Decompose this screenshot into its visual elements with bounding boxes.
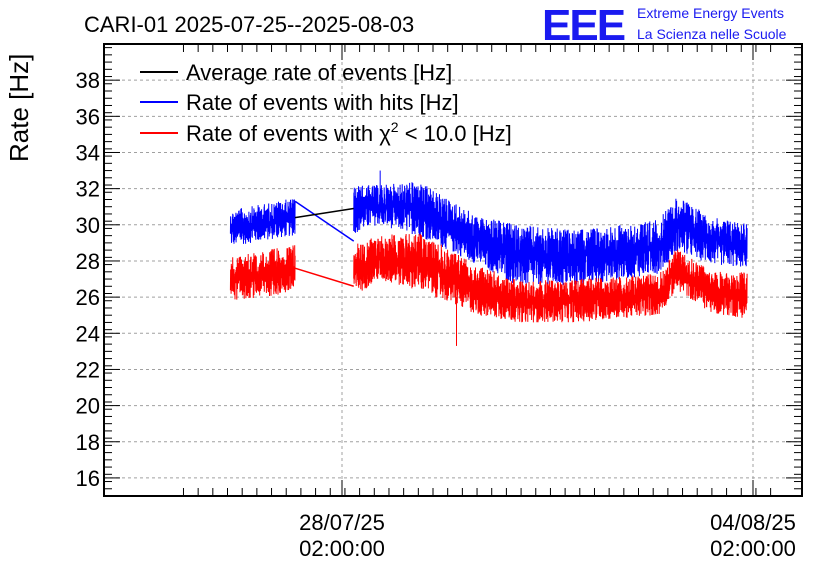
plot-frame [103,43,803,497]
y-tick-label: 38 [76,68,100,93]
y-tick-label: 30 [76,213,100,238]
x-tick-date: 28/07/25 [299,510,385,535]
y-tick-label: 28 [76,249,100,274]
chart-title: CARI-01 2025-07-25--2025-08-03 [84,12,414,37]
y-tick-label: 24 [76,321,100,346]
series-hits-gap-connector [294,200,355,242]
eee-logo-line2: La Scienza nelle Scuole [637,26,787,42]
x-tick-time: 02:00:00 [710,536,796,561]
series-average-line [294,207,354,219]
legend-chi2-prefix: Rate of events with [186,121,373,146]
y-tick-label: 16 [76,466,100,491]
y-axis: 16 18 20 22 24 26 28 30 32 34 36 38 [76,47,802,497]
data-layer [229,170,748,346]
eee-logo-line1: Extreme Energy Events [637,5,784,21]
y-tick-label: 18 [76,430,100,455]
y-tick-label: 36 [76,104,100,129]
series-chi2-gap-connector [294,267,354,287]
x-tick-time: 02:00:00 [299,536,385,561]
y-tick-label: 32 [76,177,100,202]
legend-label-hits: Rate of events with hits [Hz] [186,90,459,115]
y-tick-label: 34 [76,140,100,165]
y-tick-label: 20 [76,394,100,419]
series-chi2-segment [229,245,296,300]
series-hits [229,170,748,287]
legend-chi2-symbol: χ [379,121,391,146]
eee-logo: EEE Extreme Energy Events La Scienza nel… [542,1,787,50]
legend-chi2-sup: 2 [391,119,399,135]
y-tick-label: 26 [76,285,100,310]
series-hits-segment [229,199,296,244]
series-hits-segment [353,182,748,287]
plot-border [103,43,803,497]
legend: Average rate of events [Hz] Rate of even… [140,60,512,146]
series-chi2 [229,233,748,346]
series-chi2-segment [353,233,748,323]
eee-logo-mark: EEE [542,1,625,50]
legend-chi2-rest: < 10.0 [Hz] [399,121,512,146]
x-tick-date: 04/08/25 [710,510,796,535]
y-tick-label: 22 [76,357,100,382]
legend-label-average: Average rate of events [Hz] [186,60,452,85]
y-axis-label: Rate [Hz] [4,54,34,162]
legend-label-chi2: Rate of events with χ2 < 10.0 [Hz] [186,119,512,146]
